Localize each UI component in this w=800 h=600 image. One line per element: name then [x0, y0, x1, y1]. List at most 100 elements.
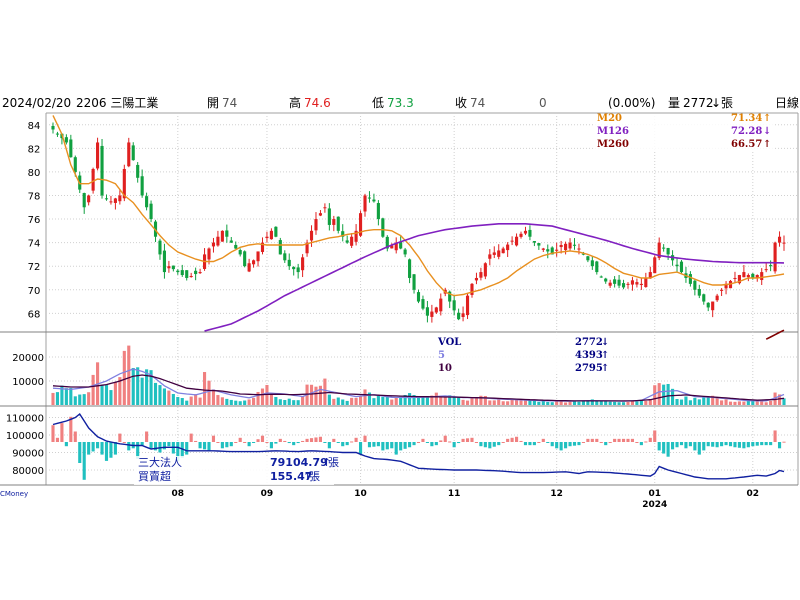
candle-body	[278, 240, 282, 255]
net-buy-bar	[252, 442, 256, 443]
net-buy-bar	[728, 442, 733, 447]
net-buy-bar	[510, 437, 514, 442]
candle-body	[532, 241, 536, 243]
candle-body	[425, 307, 429, 316]
institutional-arrow: ↑	[322, 456, 331, 469]
net-buy-bar	[653, 430, 657, 442]
candle-body	[465, 295, 470, 316]
candle-body	[354, 230, 358, 242]
candle-body	[479, 272, 483, 278]
volume-bar	[613, 401, 617, 405]
volume-bar	[301, 396, 305, 405]
volume-bar	[412, 395, 416, 405]
volume-tick-10000: 10000	[12, 377, 44, 388]
candle-body	[617, 279, 621, 286]
candle-body	[336, 216, 340, 231]
candle-body	[287, 259, 291, 267]
price-tick-84: 84	[28, 121, 41, 132]
net-buy-bar	[639, 442, 643, 446]
candle-body	[760, 272, 764, 281]
volume-bar	[546, 401, 550, 405]
net-buy-bar	[457, 442, 461, 444]
candle-body	[662, 247, 666, 249]
volume-bar	[474, 398, 479, 405]
volume-bar	[140, 377, 144, 405]
net-buy-bar	[648, 437, 652, 442]
candle-body	[274, 226, 278, 237]
net-buy-bar	[626, 438, 630, 442]
candle-body	[180, 270, 184, 276]
volume-bar	[581, 401, 585, 405]
net-buy-bar	[207, 442, 211, 451]
net-buy-bar	[764, 442, 768, 446]
volume-bar	[492, 400, 496, 405]
candle-body	[216, 236, 220, 246]
volume-bar	[51, 392, 55, 405]
net-buy-bar	[100, 442, 104, 455]
volume-bar	[541, 400, 545, 405]
volume-bar	[653, 385, 657, 405]
volume-bar	[220, 397, 224, 405]
volume-bar	[626, 401, 630, 405]
net-buy-bar	[408, 442, 412, 448]
net-buy-bar	[657, 442, 661, 451]
net-buy-bar	[51, 425, 55, 442]
volume-bar	[91, 374, 95, 405]
candle-body	[87, 195, 91, 203]
candlesticks	[51, 122, 786, 323]
net-buy-bar	[755, 442, 759, 446]
net-buy-bar	[550, 442, 554, 447]
month-label-12: 12	[550, 489, 563, 499]
high-value: 74.6	[304, 96, 331, 110]
net-buy-bar	[515, 436, 519, 442]
candle-body	[376, 203, 380, 220]
net-buy-bar	[613, 438, 617, 442]
candle-body	[586, 256, 590, 261]
net-buy-bar	[323, 442, 327, 443]
m20-line	[52, 115, 785, 297]
net-buy-bar	[104, 442, 109, 461]
month-label-01: 01	[648, 489, 661, 499]
candle-body	[149, 203, 153, 220]
net-buy-bar	[243, 442, 247, 443]
vol-value: 2772	[575, 337, 603, 348]
close-value: 74	[470, 96, 485, 110]
volume-bar	[354, 397, 358, 405]
net-buy-bar	[572, 442, 577, 446]
net-buy-bar	[541, 438, 545, 442]
volume-bar	[515, 399, 519, 405]
volume-bar	[497, 398, 501, 405]
candle-body	[506, 244, 510, 251]
candle-body	[372, 199, 376, 202]
candle-body	[189, 276, 193, 278]
candle-body	[162, 250, 166, 273]
candle-body	[91, 168, 95, 191]
volume-bar	[118, 377, 122, 405]
net-buy-bar	[577, 442, 581, 446]
net-buy-bar	[122, 442, 126, 443]
volume-bar	[216, 395, 220, 405]
net-buy-bar	[153, 442, 158, 451]
candle-body	[305, 242, 309, 254]
volume-bar	[60, 385, 64, 405]
net-buy-bar	[247, 442, 251, 447]
net-buy-bar	[617, 438, 621, 442]
net-buy-bar	[185, 442, 189, 455]
candle-body	[630, 280, 635, 285]
volume-ma5-line	[52, 368, 785, 402]
volume-bar	[158, 385, 162, 405]
volume-bar	[662, 384, 666, 405]
volume-bar	[82, 394, 86, 405]
volume-bar	[283, 400, 287, 405]
candle-body	[207, 248, 211, 260]
volume-bar	[314, 386, 318, 405]
volume-bar	[180, 398, 184, 405]
net-buy-bar	[376, 442, 380, 447]
candle-body	[711, 301, 715, 311]
netbuy-value: 155.47	[270, 470, 312, 483]
candle-body	[666, 247, 670, 255]
volume-bar	[350, 397, 354, 405]
volume-bar	[131, 367, 135, 405]
candle-body	[452, 300, 456, 311]
net-buy-bar	[760, 442, 764, 446]
